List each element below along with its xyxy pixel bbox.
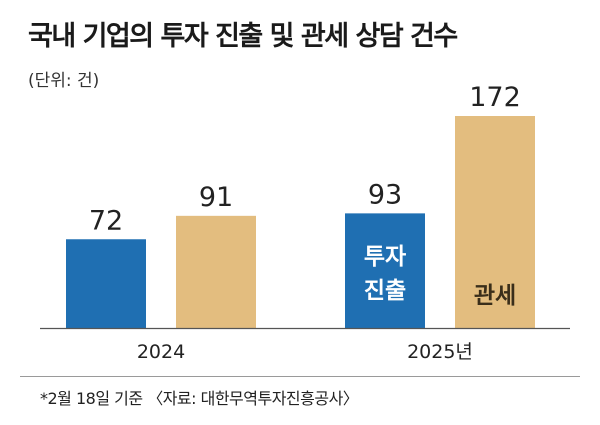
value-label: 91 xyxy=(199,182,233,213)
unit-label: (단위: 건) xyxy=(28,71,100,91)
value-label: 72 xyxy=(89,205,123,236)
footer: *2월 18일 기준 〈자료: 대한무역투자진흥공사〉 xyxy=(40,385,359,409)
bar-investment-0 xyxy=(66,239,146,328)
category-label: 2025년 xyxy=(407,341,473,363)
series-label-tariff: 관세 xyxy=(474,283,516,309)
category-label: 2024 xyxy=(137,341,185,363)
value-label: 93 xyxy=(368,179,402,210)
bar-tariff-0 xyxy=(176,215,256,328)
source-note: 〈자료: 대한무역투자진흥공사〉 xyxy=(147,389,359,408)
chart-title: 국내 기업의 투자 진출 및 관세 상담 건수 xyxy=(28,21,458,52)
series-label-investment: 투자 진출 xyxy=(364,244,406,304)
bar-tariff-1 xyxy=(455,116,535,328)
bar-investment-1 xyxy=(345,213,425,328)
footnote: *2월 18일 기준 xyxy=(40,389,143,408)
value-label: 172 xyxy=(469,82,521,113)
